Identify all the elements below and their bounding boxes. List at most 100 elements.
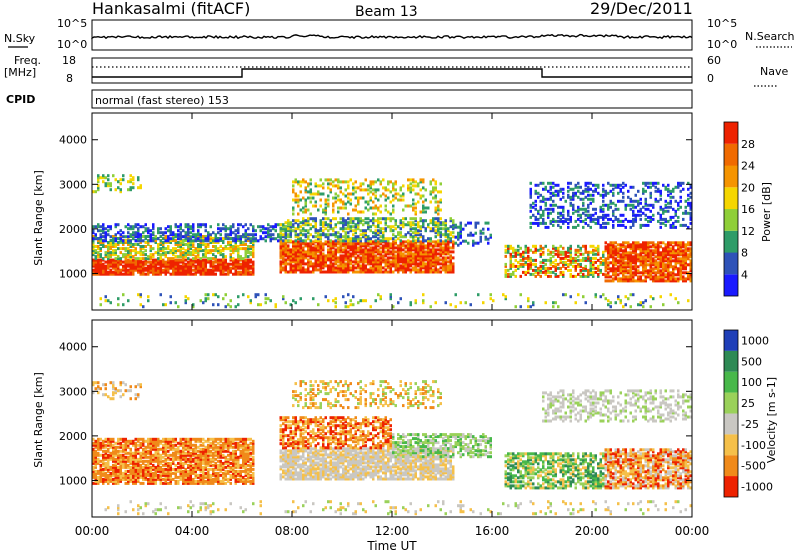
heatmap-cell <box>192 245 195 248</box>
heatmap-cell <box>299 250 302 254</box>
heatmap-cell <box>402 217 405 221</box>
heatmap-cell <box>154 237 157 240</box>
heatmap-cell <box>457 235 460 239</box>
heatmap-cell <box>597 246 600 250</box>
heatmap-cell <box>504 254 507 258</box>
heatmap-cell <box>662 217 665 221</box>
heatmap-cell <box>627 243 630 247</box>
heatmap-cell <box>419 188 422 192</box>
heatmap-cell <box>689 185 692 189</box>
heatmap-cell <box>322 208 325 212</box>
heatmap-cell <box>674 253 677 257</box>
heatmap-cell <box>309 242 312 246</box>
heatmap-cell <box>437 212 440 216</box>
heatmap-cell <box>192 225 195 229</box>
heatmap-cell <box>344 270 347 274</box>
heatmap-cell <box>314 221 317 225</box>
heatmap-cell <box>632 271 635 275</box>
heatmap-cell <box>607 275 610 279</box>
heatmap-cell <box>212 293 215 297</box>
heatmap-cell <box>122 268 125 272</box>
heatmap-cell <box>552 217 555 221</box>
heatmap-cell <box>109 243 112 246</box>
heatmap-cell <box>219 237 222 241</box>
heatmap-cell <box>139 237 142 240</box>
heatmap-cell <box>389 219 392 223</box>
heatmap-cell <box>447 235 450 239</box>
heatmap-cell <box>102 463 105 467</box>
heatmap-cell <box>162 251 165 255</box>
heatmap-cell <box>592 248 595 252</box>
heatmap-cell <box>362 250 365 254</box>
heatmap-cell <box>422 260 425 264</box>
heatmap-cell <box>427 248 430 252</box>
heatmap-cell <box>552 181 555 185</box>
heatmap-cell <box>397 254 400 258</box>
heatmap-cell <box>294 239 297 243</box>
heatmap-cell <box>444 301 447 305</box>
heatmap-cell <box>367 250 370 254</box>
heatmap-cell <box>242 235 245 239</box>
heatmap-cell <box>314 260 317 264</box>
heatmap-cell <box>419 244 422 248</box>
heatmap-cell <box>97 186 100 190</box>
heatmap-cell <box>289 270 292 274</box>
heatmap-cell <box>174 241 177 244</box>
heatmap-cell <box>607 279 610 283</box>
heatmap-cell <box>317 242 320 246</box>
heatmap-cell <box>107 449 110 453</box>
heatmap-cell <box>282 258 285 262</box>
heatmap-cell <box>112 266 115 270</box>
heatmap-cell <box>379 266 382 270</box>
heatmap-cell <box>639 249 642 253</box>
heatmap-cell <box>602 203 605 207</box>
heatmap-cell <box>197 225 200 229</box>
heatmap-cell <box>372 258 375 262</box>
heatmap-cell <box>249 247 252 251</box>
heatmap-cell <box>249 266 252 270</box>
heatmap-cell <box>354 260 357 264</box>
heatmap-cell <box>672 221 675 225</box>
heatmap-cell <box>197 235 200 238</box>
heatmap-cell <box>627 277 630 281</box>
heatmap-cell <box>189 258 192 262</box>
heatmap-cell <box>144 257 147 261</box>
heatmap-cell <box>309 223 312 227</box>
heatmap-cell <box>449 231 452 235</box>
heatmap-cell <box>414 227 417 231</box>
heatmap-cell <box>672 223 675 227</box>
heatmap-cell <box>539 181 542 185</box>
heatmap-cell <box>222 266 225 270</box>
heatmap-cell <box>299 252 302 256</box>
heatmap-cell <box>107 467 110 471</box>
heatmap-cell <box>544 203 547 207</box>
heatmap-cell <box>212 266 215 270</box>
heatmap-cell <box>334 242 337 246</box>
heatmap-cell <box>322 221 325 225</box>
heatmap-cell <box>332 252 335 256</box>
heatmap-cell <box>144 260 147 264</box>
heatmap-cell <box>582 272 585 276</box>
heatmap-cell <box>92 239 95 243</box>
heatmap-cell <box>374 264 377 268</box>
heatmap-cell <box>554 272 557 276</box>
heatmap-cell <box>659 273 662 277</box>
heatmap-cell <box>559 266 562 270</box>
heatmap-cell <box>99 463 102 467</box>
heatmap-cell <box>97 445 100 449</box>
heatmap-cell <box>557 219 560 223</box>
heatmap-cell <box>664 267 667 271</box>
heatmap-cell <box>272 233 275 237</box>
heatmap-cell <box>552 264 555 268</box>
heatmap-cell <box>252 251 255 255</box>
heatmap-cell <box>632 273 635 277</box>
heatmap-cell <box>294 246 297 250</box>
heatmap-cell <box>562 260 565 264</box>
heatmap-cell <box>659 205 662 209</box>
heatmap-cell <box>124 253 127 257</box>
heatmap-cell <box>634 251 637 255</box>
heatmap-cell <box>112 253 115 257</box>
heatmap-cell <box>219 233 222 237</box>
heatmap-cell <box>567 181 570 185</box>
heatmap-cell <box>302 221 305 225</box>
